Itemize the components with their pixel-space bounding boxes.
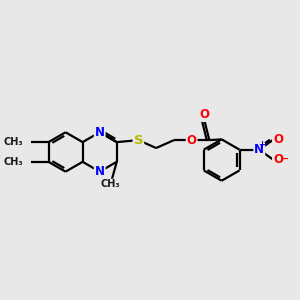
- Text: CH₃: CH₃: [3, 137, 23, 147]
- Text: O: O: [187, 134, 196, 147]
- Text: O: O: [273, 133, 283, 146]
- Text: S: S: [134, 134, 143, 147]
- Text: N: N: [95, 165, 105, 178]
- Text: O: O: [200, 108, 209, 121]
- Text: N: N: [95, 126, 105, 139]
- Text: O: O: [273, 153, 283, 166]
- Text: +: +: [258, 140, 265, 149]
- Text: N: N: [254, 143, 264, 156]
- Text: CH₃: CH₃: [3, 157, 23, 167]
- Text: CH₃: CH₃: [100, 179, 120, 190]
- Text: −: −: [280, 154, 289, 164]
